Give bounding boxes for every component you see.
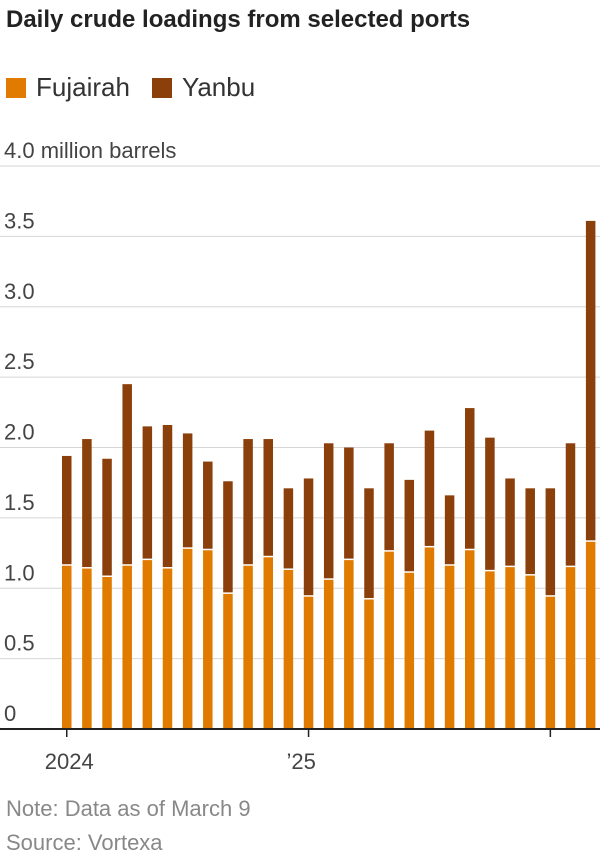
bar-yanbu-17 [404, 479, 415, 572]
chart-plot: 0 0.5 1.0 1.5 2.0 2.5 3.0 3.5 4.0 million barrel… [0, 138, 600, 774]
bar-yanbu-6 [182, 433, 193, 548]
y-tick-label: 0.5 [4, 631, 35, 656]
legend: Fujairah Yanbu [6, 72, 277, 103]
bar-fujairah-23 [525, 575, 535, 729]
bar-yanbu-7 [203, 461, 213, 549]
bar-yanbu-10 [263, 439, 273, 556]
x-tick-label: 2024 [45, 749, 94, 774]
chart-title: Daily crude loadings from selected ports [6, 6, 471, 33]
bar-yanbu-2 [102, 458, 112, 576]
bar-fujairah-13 [323, 579, 334, 729]
bar-yanbu-3 [122, 384, 132, 565]
legend-item-yanbu: Yanbu [151, 72, 256, 103]
bar-fujairah-12 [303, 596, 314, 729]
bar-fujairah-18 [424, 547, 435, 729]
legend-label-yanbu: Yanbu [181, 72, 256, 102]
y-axis-unit-label: 4.0 million barrels [4, 138, 176, 163]
bar-fujairah-1 [82, 568, 92, 729]
bar-fujairah-19 [444, 565, 455, 729]
legend-label-fujairah: Fujairah [36, 72, 130, 102]
bar-yanbu-8 [223, 481, 233, 593]
bar-fujairah-2 [102, 576, 112, 729]
bar-fujairah-4 [142, 560, 153, 729]
y-tick-label: 1.0 [4, 560, 35, 585]
bar-fujairah-22 [505, 567, 515, 729]
y-tick-label: 2.0 [4, 420, 35, 445]
bar-yanbu-18 [424, 430, 435, 546]
bar-fujairah-25 [565, 567, 576, 729]
y-tick-label: 3.5 [4, 208, 35, 233]
bar-fujairah-14 [344, 560, 354, 729]
bar-yanbu-20 [465, 408, 475, 549]
y-tick-label: 1.5 [4, 490, 35, 515]
legend-swatch-fujairah [6, 77, 26, 98]
bar-fujairah-11 [283, 569, 294, 729]
note-text: Note: Data as of March 9 [6, 796, 251, 821]
bar-yanbu-24 [545, 488, 556, 596]
bar-yanbu-14 [344, 447, 354, 559]
bar-fujairah-21 [485, 571, 495, 729]
bar-yanbu-9 [243, 439, 253, 565]
bar-yanbu-11 [283, 488, 294, 569]
source-text: Source: Vortexa [6, 830, 163, 855]
bar-fujairah-8 [223, 593, 233, 729]
bar-yanbu-22 [505, 478, 515, 566]
bar-yanbu-19 [444, 495, 455, 565]
bar-fujairah-26 [585, 541, 596, 729]
bar-yanbu-1 [82, 439, 92, 568]
legend-swatch-yanbu [151, 77, 172, 98]
bar-fujairah-24 [545, 596, 556, 729]
bar-yanbu-13 [323, 443, 334, 579]
bar-fujairah-16 [384, 551, 394, 729]
bar-yanbu-5 [162, 424, 173, 568]
legend-item-fujairah: Fujairah [6, 72, 130, 103]
bar-fujairah-6 [182, 548, 193, 729]
bar-yanbu-15 [364, 488, 374, 599]
y-tick-label: 3.0 [4, 279, 35, 304]
bar-yanbu-26 [585, 220, 596, 541]
x-tick-label: ’25 [287, 749, 316, 774]
bar-yanbu-4 [142, 426, 153, 559]
bar-yanbu-12 [303, 478, 314, 596]
bar-fujairah-0 [62, 565, 72, 729]
y-tick-label: 2.5 [4, 349, 35, 374]
bar-fujairah-20 [465, 550, 475, 729]
bar-fujairah-3 [122, 565, 132, 729]
bar-fujairah-17 [404, 572, 415, 729]
bar-fujairah-15 [364, 599, 374, 729]
bar-yanbu-25 [565, 443, 576, 566]
bar-fujairah-9 [243, 565, 253, 729]
bar-yanbu-16 [384, 443, 394, 551]
bar-fujairah-7 [203, 550, 213, 729]
bar-yanbu-21 [485, 437, 495, 570]
bar-yanbu-0 [62, 455, 72, 565]
bar-fujairah-10 [263, 557, 273, 729]
bar-fujairah-5 [162, 568, 173, 729]
bar-yanbu-23 [525, 488, 535, 575]
y-tick-label: 0 [4, 701, 16, 726]
